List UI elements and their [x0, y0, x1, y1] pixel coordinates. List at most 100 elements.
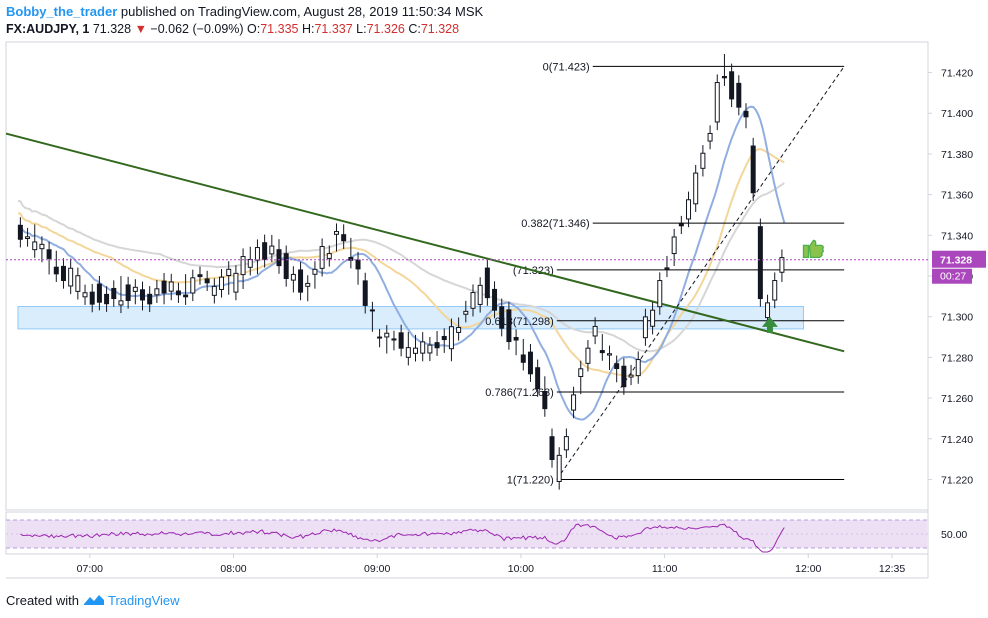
candle[interactable]: [650, 302, 656, 335]
candle[interactable]: [240, 248, 246, 290]
candle[interactable]: [549, 428, 555, 468]
candle[interactable]: [729, 63, 735, 108]
candle[interactable]: [571, 386, 577, 419]
candle[interactable]: [700, 145, 706, 177]
candle[interactable]: [686, 191, 692, 228]
candle[interactable]: [556, 447, 562, 490]
candle[interactable]: [262, 234, 268, 268]
candle[interactable]: [305, 275, 311, 302]
candle[interactable]: [32, 224, 38, 258]
candle[interactable]: [772, 272, 778, 309]
candle[interactable]: [628, 364, 634, 386]
candle[interactable]: [714, 74, 720, 131]
candle[interactable]: [68, 258, 74, 295]
candle[interactable]: [470, 284, 476, 317]
candle[interactable]: [326, 245, 332, 267]
candle[interactable]: [657, 272, 663, 315]
candle[interactable]: [527, 344, 533, 382]
candle[interactable]: [290, 266, 296, 293]
candle[interactable]: [25, 227, 31, 247]
candle[interactable]: [60, 258, 66, 289]
candle[interactable]: [721, 54, 727, 86]
candle[interactable]: [743, 103, 749, 129]
candle[interactable]: [563, 428, 569, 458]
candle[interactable]: [506, 301, 512, 350]
candle[interactable]: [441, 328, 447, 353]
candle[interactable]: [118, 276, 124, 314]
candle[interactable]: [678, 215, 684, 234]
candle[interactable]: [578, 360, 584, 395]
candle[interactable]: [420, 332, 426, 362]
candle[interactable]: [621, 358, 627, 395]
candle[interactable]: [53, 250, 59, 282]
candle[interactable]: [405, 331, 411, 366]
candle[interactable]: [635, 351, 641, 384]
candle[interactable]: [312, 261, 318, 289]
candle[interactable]: [448, 318, 454, 362]
candle[interactable]: [757, 218, 763, 307]
candle[interactable]: [599, 334, 605, 361]
candle[interactable]: [168, 273, 174, 301]
candle[interactable]: [477, 277, 483, 313]
candle[interactable]: [484, 259, 490, 306]
candle[interactable]: [736, 75, 742, 116]
candle[interactable]: [254, 239, 260, 275]
candle[interactable]: [693, 164, 699, 212]
candle[interactable]: [369, 301, 375, 332]
candle[interactable]: [492, 281, 498, 319]
candle[interactable]: [125, 276, 131, 309]
candle[interactable]: [398, 324, 404, 357]
candle[interactable]: [154, 279, 160, 303]
candle[interactable]: [341, 224, 347, 249]
candle[interactable]: [384, 325, 390, 354]
candle[interactable]: [183, 274, 189, 305]
candle[interactable]: [592, 317, 598, 345]
candle[interactable]: [319, 238, 325, 277]
candle[interactable]: [391, 330, 397, 351]
candle[interactable]: [96, 275, 102, 311]
candle[interactable]: [226, 261, 232, 295]
candle[interactable]: [46, 241, 52, 275]
candle[interactable]: [348, 237, 354, 269]
candle[interactable]: [707, 125, 713, 150]
trendline[interactable]: [5, 132, 845, 353]
candle[interactable]: [17, 217, 23, 248]
candle[interactable]: [434, 330, 440, 356]
candle[interactable]: [499, 298, 505, 337]
candle[interactable]: [161, 273, 167, 305]
support-zone[interactable]: [17, 306, 804, 330]
candle[interactable]: [276, 239, 282, 274]
candle[interactable]: [520, 338, 526, 371]
candle[interactable]: [190, 269, 196, 302]
candle[interactable]: [585, 340, 591, 372]
candle[interactable]: [204, 270, 210, 291]
candle[interactable]: [427, 336, 433, 362]
candle[interactable]: [642, 308, 648, 346]
candle[interactable]: [513, 329, 519, 356]
candle[interactable]: [463, 300, 469, 323]
candle[interactable]: [175, 282, 181, 303]
candle[interactable]: [542, 376, 548, 417]
candle[interactable]: [111, 280, 117, 307]
candle[interactable]: [606, 345, 612, 371]
author-link[interactable]: Bobby_the_trader: [6, 4, 118, 19]
candle[interactable]: [140, 281, 146, 311]
candle[interactable]: [750, 137, 756, 201]
tradingview-link[interactable]: TradingView: [108, 593, 180, 608]
candle[interactable]: [535, 359, 541, 397]
candle[interactable]: [147, 286, 153, 313]
candle[interactable]: [269, 234, 275, 263]
candle[interactable]: [333, 223, 339, 252]
candle[interactable]: [233, 265, 239, 301]
candle[interactable]: [456, 317, 462, 341]
candle[interactable]: [211, 278, 217, 304]
candle[interactable]: [197, 266, 203, 285]
candle[interactable]: [362, 272, 368, 314]
candle[interactable]: [89, 284, 95, 313]
candle[interactable]: [413, 334, 419, 362]
candle[interactable]: [377, 328, 383, 348]
candle[interactable]: [283, 245, 289, 287]
candle[interactable]: [779, 249, 785, 282]
candle[interactable]: [39, 236, 45, 263]
